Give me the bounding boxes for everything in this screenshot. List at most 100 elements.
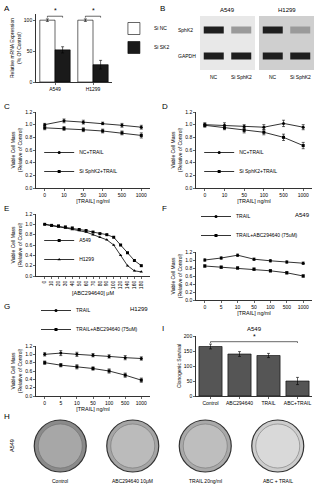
svg-text:Si SphK2+TRAIL: Si SphK2+TRAIL [79,168,117,174]
svg-text:A549: A549 [49,86,61,92]
svg-text:150: 150 [184,348,193,354]
svg-text:0.6: 0.6 [25,368,32,374]
svg-text:NC+TRAIL: NC+TRAIL [239,149,264,155]
svg-text:0: 0 [203,304,206,310]
svg-text:1.2: 1.2 [25,109,32,115]
svg-text:F: F [162,204,167,213]
svg-text:0.6: 0.6 [25,242,32,248]
svg-text:*: * [54,7,57,14]
svg-text:NC: NC [269,74,277,80]
svg-text:1.0: 1.0 [25,221,32,227]
svg-text:0.6: 0.6 [185,147,192,153]
svg-text:0.4: 0.4 [185,281,192,287]
svg-text:ABC294640: ABC294640 [226,400,253,406]
svg-text:H: H [4,412,10,421]
svg-text:H1299: H1299 [79,256,94,262]
svg-text:0.6: 0.6 [185,273,192,279]
svg-text:500: 500 [121,400,130,406]
svg-text:160: 160 [131,281,137,290]
svg-text:100: 100 [260,192,269,198]
svg-text:10: 10 [61,192,67,198]
svg-text:NC+TRAIL: NC+TRAIL [79,149,104,155]
svg-text:H1299: H1299 [86,86,101,92]
svg-text:0: 0 [189,393,192,399]
svg-text:H1299: H1299 [278,7,296,13]
svg-text:5: 5 [220,304,223,310]
svg-text:5: 5 [59,400,62,406]
svg-text:TRAIL: TRAIL [76,307,90,313]
svg-text:Viable Cell Mass(Relative of C: Viable Cell Mass(Relative of Control) [10,127,23,172]
svg-text:50: 50 [81,192,87,198]
svg-text:100: 100 [184,363,193,369]
svg-text:0.2: 0.2 [25,172,32,178]
svg-text:140: 140 [124,281,130,290]
svg-text:TRAIL: TRAIL [236,213,250,219]
svg-text:TRAIL+ABC294640 (75uM): TRAIL+ABC294640 (75uM) [76,326,138,332]
svg-text:ABC294640 10μM: ABC294640 10μM [112,478,153,484]
svg-text:100: 100 [266,304,275,310]
svg-text:Relative mRNA Expression(% Of: Relative mRNA Expression(% Of Control) [9,18,22,78]
svg-text:1.2: 1.2 [185,249,192,255]
svg-text:A549: A549 [295,212,310,218]
svg-text:50: 50 [241,192,247,198]
svg-text:Viable Cell Mass(Relative of C: Viable Cell Mass(Relative of Control) [10,222,23,267]
svg-text:TRAIL 20ng/ml: TRAIL 20ng/ml [189,478,222,484]
svg-text:A549: A549 [79,237,91,243]
svg-text:1.2: 1.2 [25,211,32,217]
svg-text:[ABC294640] μM: [ABC294640] μM [72,290,114,296]
svg-text:*: * [92,7,95,14]
svg-text:1000: 1000 [298,192,309,198]
svg-text:1.0: 1.0 [185,121,192,127]
svg-text:50: 50 [76,281,82,287]
svg-text:H1299: H1299 [130,306,148,312]
svg-text:C: C [4,102,10,111]
svg-text:A549: A549 [220,7,235,13]
svg-text:Si SK2: Si SK2 [154,44,170,50]
svg-text:NC: NC [210,74,218,80]
svg-text:[TRAIL] ng/ml: [TRAIL] ng/ml [76,198,110,204]
svg-text:120: 120 [117,281,123,290]
svg-text:10: 10 [235,304,241,310]
svg-text:70: 70 [90,281,96,287]
svg-text:80: 80 [97,281,103,287]
svg-text:1.0: 1.0 [25,121,32,127]
svg-text:100: 100 [24,17,33,23]
svg-text:500: 500 [283,304,292,310]
svg-text:E: E [4,204,9,213]
svg-text:Clonogenic Survival: Clonogenic Survival [176,344,182,388]
svg-text:0.4: 0.4 [185,159,192,165]
svg-text:50: 50 [251,304,257,310]
svg-text:180: 180 [138,281,144,290]
svg-text:TRAIL+ABC294640 (75uM): TRAIL+ABC294640 (75uM) [236,232,298,238]
svg-text:0.2: 0.2 [185,172,192,178]
svg-text:[TRAIL] ng/ml: [TRAIL] ng/ml [237,310,271,316]
svg-text:GAPDH: GAPDH [178,53,196,59]
svg-text:0.2: 0.2 [185,289,192,295]
svg-text:50: 50 [187,378,193,384]
svg-text:B: B [160,4,165,13]
svg-text:Si SphK2: Si SphK2 [290,74,311,80]
svg-text:Si SphK2: Si SphK2 [231,74,252,80]
svg-text:[TRAIL] ng/ml: [TRAIL] ng/ml [237,198,271,204]
svg-text:1.2: 1.2 [25,343,32,349]
svg-text:A: A [4,4,10,13]
svg-text:I: I [162,324,164,333]
svg-text:1.2: 1.2 [185,109,192,115]
svg-text:0.4: 0.4 [25,252,32,258]
svg-text:D: D [162,102,168,111]
svg-text:Si SphK2+TRAIL: Si SphK2+TRAIL [239,168,277,174]
svg-text:ABC + TRAIL: ABC + TRAIL [263,478,293,484]
svg-text:60: 60 [83,281,89,287]
svg-text:50: 50 [27,48,33,54]
svg-text:0.0: 0.0 [25,273,32,279]
svg-text:A549: A549 [9,439,15,452]
svg-text:0: 0 [43,400,46,406]
svg-text:1.0: 1.0 [25,351,32,357]
svg-text:0.8: 0.8 [185,134,192,140]
svg-text:0.4: 0.4 [25,159,32,165]
svg-text:Viable Cell Mass(Relative of C: Viable Cell Mass(Relative of Control) [170,127,183,172]
svg-text:SphK2: SphK2 [178,27,193,33]
svg-text:[TRAIL] ng/ml: [TRAIL] ng/ml [76,406,110,412]
svg-text:0.8: 0.8 [25,134,32,140]
svg-text:200: 200 [184,333,193,339]
